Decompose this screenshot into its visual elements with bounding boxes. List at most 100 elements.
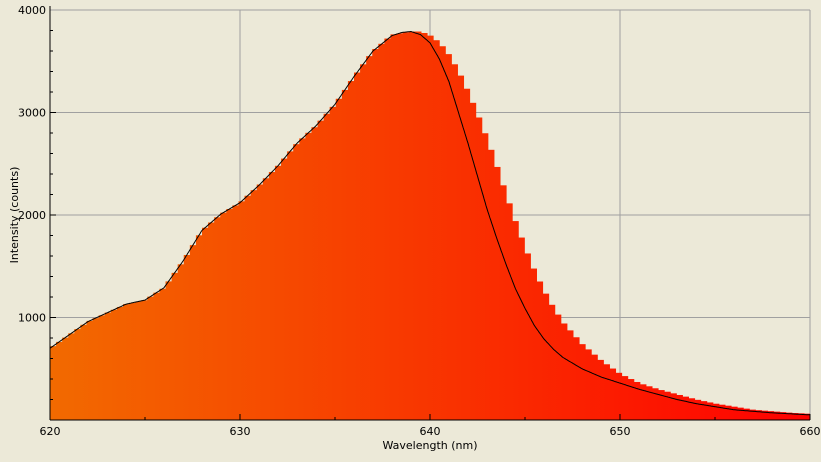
histogram-bar [268, 172, 276, 420]
histogram-bar [499, 185, 507, 420]
histogram-bar [287, 151, 294, 420]
histogram-bar [621, 376, 629, 420]
histogram-bar [712, 403, 720, 420]
x-axis-label: Wavelength (nm) [382, 439, 477, 452]
histogram-bar [451, 64, 458, 420]
histogram-bar [360, 64, 367, 420]
histogram-bar [122, 304, 130, 420]
histogram-bar [317, 120, 325, 420]
histogram-bar [366, 56, 373, 420]
histogram-bar [591, 354, 598, 420]
histogram-bar [323, 113, 331, 420]
histogram-bar [335, 98, 343, 420]
histogram-bar [469, 102, 477, 420]
histogram-bar [560, 323, 568, 420]
x-tick-label: 660 [800, 425, 821, 438]
histogram-bar [706, 402, 714, 420]
histogram-bar [664, 391, 671, 420]
histogram-bar [104, 312, 112, 420]
fit-curve-line [50, 30, 810, 416]
histogram-bar [718, 404, 726, 420]
histogram-bar [129, 302, 136, 420]
histogram-bar [530, 268, 537, 420]
histogram-bar [639, 384, 647, 420]
histogram-bar [627, 379, 635, 420]
histogram-bar [773, 411, 781, 420]
histogram-bar [493, 166, 501, 420]
histogram-bar [743, 408, 750, 420]
histogram-bar [159, 288, 167, 420]
y-tick-label: 3000 [18, 107, 46, 120]
histogram-bar [141, 300, 148, 420]
x-tick-label: 630 [230, 425, 251, 438]
histogram-bar [177, 264, 185, 420]
histogram-bar [645, 386, 653, 420]
histogram-bar [110, 309, 118, 420]
histogram-bar [597, 359, 604, 420]
histogram-bar [238, 201, 246, 420]
histogram-bar [147, 296, 154, 420]
histogram-bar [536, 281, 544, 420]
histogram-bar [779, 412, 787, 420]
histogram-bar [633, 381, 641, 420]
histogram-bar [62, 337, 69, 420]
histogram-bar [420, 33, 428, 420]
histogram-bar [767, 411, 775, 420]
histogram-bar [244, 195, 252, 420]
y-tick-label: 1000 [18, 312, 46, 325]
histogram-bar [700, 401, 708, 420]
axes [49, 6, 811, 421]
histogram-bar [603, 364, 610, 420]
histogram-bar [250, 190, 258, 420]
histogram-bar [554, 314, 562, 420]
histogram-bar [299, 138, 306, 420]
histogram-bar [566, 330, 574, 420]
histogram-bar [396, 33, 404, 420]
histogram-bar [542, 293, 550, 420]
histogram-bar [578, 344, 586, 420]
histogram-bar [524, 253, 531, 420]
histogram-bar [785, 412, 793, 420]
histogram-bar [688, 398, 696, 420]
histogram-bar [232, 205, 240, 420]
histogram-bar [202, 227, 209, 420]
histogram-bar [372, 49, 379, 420]
histogram-bar [378, 43, 385, 420]
histogram-bar [512, 221, 519, 420]
histogram-bar [506, 203, 513, 420]
histogram-bar [749, 409, 756, 420]
histogram-bar [414, 31, 422, 420]
histogram-bar [694, 399, 702, 420]
histogram-bar [347, 81, 355, 420]
histogram-bar [615, 372, 623, 420]
y-axis-label: Intensity (counts) [8, 167, 21, 264]
histogram-bar [609, 368, 617, 420]
histogram-bar [670, 393, 677, 420]
histogram-bar [797, 413, 805, 420]
histogram-bar [761, 410, 769, 420]
y-tick-label: 4000 [18, 4, 46, 17]
histogram-bar [262, 178, 270, 420]
histogram-bar [408, 31, 416, 420]
histogram-bar [293, 144, 300, 420]
histogram-bar [548, 304, 556, 420]
histogram-bar [585, 349, 592, 420]
histogram-bar [256, 184, 264, 420]
histogram-bar [791, 413, 799, 420]
histogram-bar [730, 406, 738, 420]
histogram-bar [487, 149, 495, 420]
histogram-bar [68, 333, 75, 420]
histogram-bar [311, 127, 319, 420]
histogram-bar [426, 35, 434, 420]
histogram-bar [86, 320, 94, 420]
histogram-bar [390, 34, 398, 420]
histogram-bar [153, 292, 161, 420]
histogram-bar [572, 337, 580, 420]
x-tick-label: 620 [40, 425, 61, 438]
histogram-bar [183, 254, 191, 420]
histogram-bar [305, 132, 313, 420]
histogram-bar [135, 301, 142, 420]
histogram-bar [80, 324, 88, 420]
